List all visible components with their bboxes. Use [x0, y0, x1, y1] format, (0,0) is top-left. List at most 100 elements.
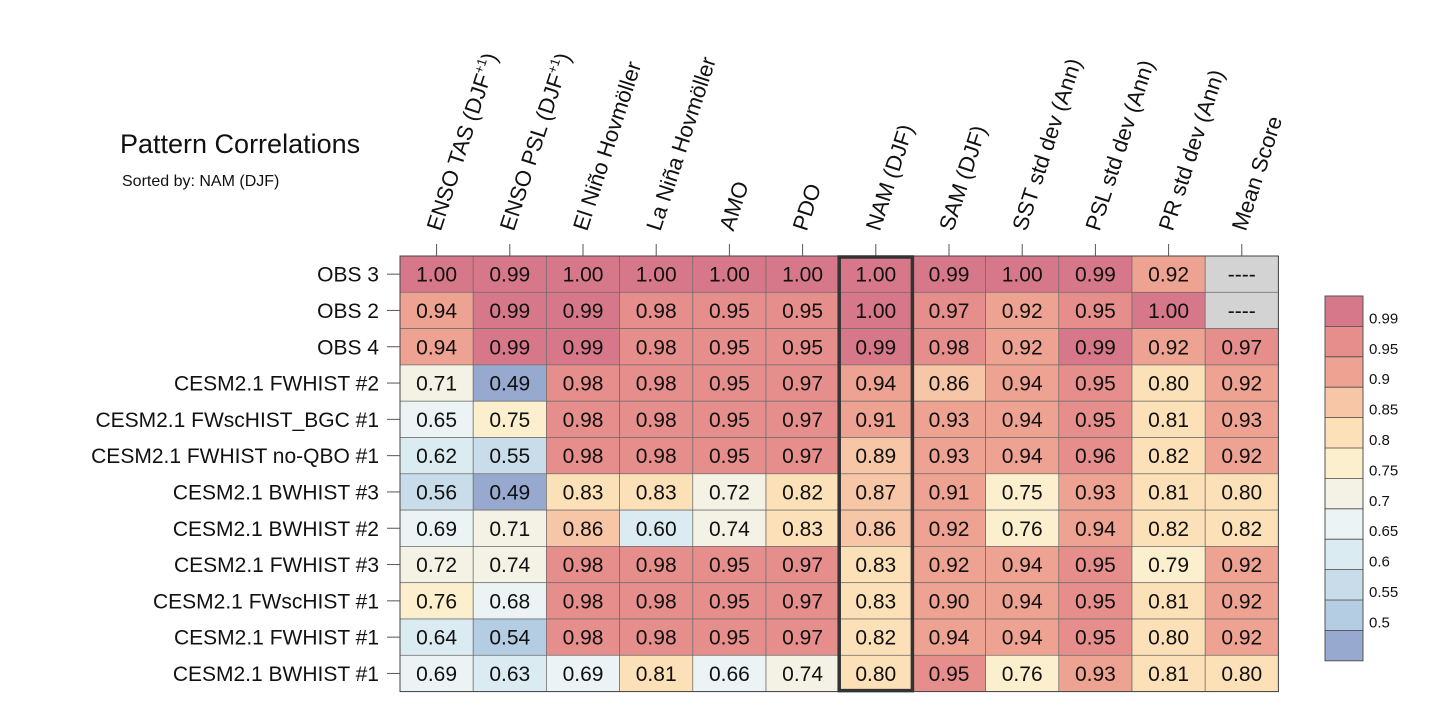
row-label: CESM2.1 FWHIST no-QBO #1 [91, 445, 379, 468]
cell-value: 0.95 [709, 409, 750, 432]
cell-value: 0.98 [563, 554, 604, 577]
cell-value: 1.00 [782, 264, 823, 287]
cell-value: 0.95 [709, 445, 750, 468]
colorbar-tick-label: 0.75 [1369, 462, 1398, 479]
colorbar-segment [1325, 418, 1363, 448]
cell-value: 0.91 [855, 409, 896, 432]
cell-value: 0.92 [1002, 300, 1043, 323]
cell-value: 0.74 [709, 518, 750, 541]
cell-value: 1.00 [416, 264, 457, 287]
cell-value: 0.95 [1075, 373, 1116, 396]
cell-value: 0.63 [489, 663, 530, 686]
cell-value: 0.74 [782, 663, 823, 686]
colorbar-tick-label: 0.8 [1369, 432, 1390, 449]
cell-value: 0.94 [1002, 409, 1043, 432]
cell-value: 0.98 [929, 336, 970, 359]
cell-value: 0.72 [709, 481, 750, 504]
cell-value: 0.80 [1221, 663, 1262, 686]
cell-value: 0.99 [929, 264, 970, 287]
cell-value: 0.93 [929, 445, 970, 468]
cell-value: 0.62 [416, 445, 457, 468]
cell-value: 0.74 [489, 554, 530, 577]
cell-value: 0.94 [1002, 373, 1043, 396]
cell-value: 0.92 [929, 518, 970, 541]
cell-value: 0.76 [1002, 518, 1043, 541]
cell-value: 0.82 [1221, 518, 1262, 541]
cell-value: 0.95 [709, 373, 750, 396]
cell-value: 0.75 [1002, 481, 1043, 504]
cell-value: 0.71 [416, 373, 457, 396]
cell-value: 0.99 [489, 300, 530, 323]
cell-value: 0.69 [416, 518, 457, 541]
cell-value: 0.92 [1148, 264, 1189, 287]
column-headers: ENSO TAS (DJF+1)ENSO PSL (DJF+1)El Niño … [421, 49, 1288, 256]
colorbar-tick-label: 0.95 [1369, 341, 1398, 358]
cell-value: 1.00 [855, 264, 896, 287]
cell-value: 0.69 [563, 663, 604, 686]
cell-value: 0.66 [709, 663, 750, 686]
cell-value: 0.94 [416, 336, 457, 359]
row-label: CESM2.1 FWHIST #3 [174, 554, 379, 577]
colorbar-segment [1325, 570, 1363, 600]
cell-value: 0.97 [782, 627, 823, 650]
colorbar-segment [1325, 630, 1363, 660]
cell-value: 0.83 [636, 481, 677, 504]
cell-value: 0.99 [489, 336, 530, 359]
cell-value: 0.92 [1221, 373, 1262, 396]
cell-value: 0.95 [1075, 590, 1116, 613]
cell-value: 0.92 [1148, 336, 1189, 359]
colorbar-segment [1325, 326, 1363, 356]
colorbar-segment [1325, 478, 1363, 508]
cell-value: 0.99 [1075, 336, 1116, 359]
cell-value: 0.95 [782, 336, 823, 359]
cell-value: 0.94 [1075, 518, 1116, 541]
row-label: OBS 3 [317, 264, 379, 287]
cell-value: 0.98 [563, 409, 604, 432]
cell-value: 0.92 [1221, 445, 1262, 468]
colorbar-segment [1325, 296, 1363, 326]
cell-value: 0.97 [782, 373, 823, 396]
column-header: PR std dev (Ann) [1154, 67, 1230, 234]
cell-value: 0.99 [855, 336, 896, 359]
cell-value: 0.98 [636, 300, 677, 323]
cell-value: 0.94 [1002, 627, 1043, 650]
cell-value: 0.72 [416, 554, 457, 577]
cell-value: 0.98 [636, 445, 677, 468]
cell-value: 0.94 [1002, 445, 1043, 468]
cell-value: 0.99 [1075, 264, 1116, 287]
cell-value: 0.98 [636, 336, 677, 359]
cell-value: 0.98 [563, 627, 604, 650]
column-header: SST std dev (Ann) [1007, 55, 1086, 233]
cell-value: 0.87 [855, 481, 896, 504]
cell-value: 0.94 [855, 373, 896, 396]
cell-value: 0.79 [1148, 554, 1189, 577]
colorbar-tick-label: 0.99 [1369, 310, 1398, 327]
cell-value: 0.95 [709, 554, 750, 577]
cell-value: ---- [1228, 300, 1256, 323]
colorbar-tick-label: 0.55 [1369, 584, 1398, 601]
cell-value: 0.94 [1002, 590, 1043, 613]
cell-value: 0.98 [563, 590, 604, 613]
cell-value: 0.95 [1075, 300, 1116, 323]
cell-value: 0.76 [416, 590, 457, 613]
cell-value: 0.95 [929, 663, 970, 686]
cell-value: 0.83 [855, 554, 896, 577]
cell-value: 0.95 [1075, 627, 1116, 650]
colorbar-tick-label: 0.7 [1369, 493, 1390, 510]
cell-value: 0.95 [1075, 554, 1116, 577]
cell-value: 0.82 [1148, 518, 1189, 541]
cell-value: 0.95 [709, 336, 750, 359]
colorbar-tick-label: 0.5 [1369, 614, 1390, 631]
row-label: OBS 4 [317, 336, 379, 359]
cell-value: 0.69 [416, 663, 457, 686]
row-label: CESM2.1 FWHIST #2 [174, 373, 379, 396]
colorbar-segment [1325, 600, 1363, 630]
cell-value: 0.94 [416, 300, 457, 323]
cell-value: 0.98 [636, 409, 677, 432]
column-header: AMO [714, 178, 753, 233]
cell-value: 0.55 [489, 445, 530, 468]
cell-value: 0.83 [782, 518, 823, 541]
cell-value: 1.00 [855, 300, 896, 323]
colorbar-segment [1325, 448, 1363, 478]
colorbar-tick-label: 0.85 [1369, 402, 1398, 419]
